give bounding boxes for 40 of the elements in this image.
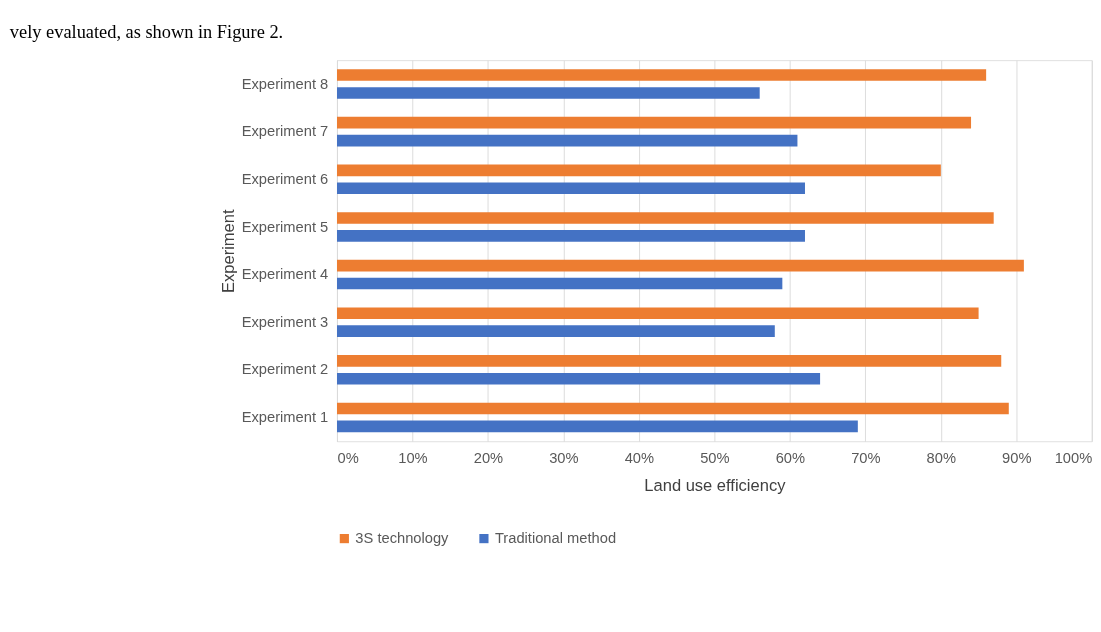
bar <box>337 372 821 385</box>
bar <box>337 164 941 177</box>
x-tick-label: 80% <box>926 449 957 466</box>
text: vely evaluated, as shown in Figure 2. <box>9 22 284 43</box>
y-tick-label: Experiment 7 <box>241 123 329 140</box>
bar <box>337 420 858 433</box>
x-tick-label: 100% <box>1054 449 1093 466</box>
y-tick-label: Experiment 4 <box>241 266 329 283</box>
y-tick-label: Experiment 1 <box>241 409 329 426</box>
x-axis-title: Land use efficiency <box>644 476 787 496</box>
bar <box>337 259 1024 272</box>
bar <box>337 355 1002 367</box>
legend-label: Traditional method <box>494 530 617 547</box>
bar <box>337 212 994 224</box>
bar <box>337 277 783 290</box>
x-tick-label: 90% <box>1002 449 1032 466</box>
y-tick-label: Experiment 3 <box>241 313 329 330</box>
bar <box>337 116 972 129</box>
bar <box>337 325 775 337</box>
x-tick-label: 10% <box>398 449 428 466</box>
x-tick-label: 50% <box>700 449 730 466</box>
bar <box>337 87 760 99</box>
y-tick-label: Experiment 5 <box>241 218 329 235</box>
bar <box>337 182 805 195</box>
x-tick-label: 0% <box>337 449 359 466</box>
legend-label: 3S technology <box>355 530 450 547</box>
y-axis-title: Experiment <box>219 209 239 293</box>
bar <box>337 134 798 147</box>
bar <box>337 230 805 242</box>
x-tick-label: 30% <box>549 449 579 466</box>
x-tick-label: 20% <box>473 449 504 466</box>
y-tick-label: Experiment 6 <box>241 170 329 187</box>
bar <box>337 402 1009 415</box>
x-tick-label: 40% <box>624 449 655 466</box>
bar <box>337 69 987 81</box>
x-tick-label: 60% <box>775 449 806 466</box>
y-tick-label: Experiment 2 <box>241 361 329 378</box>
x-tick-label: 70% <box>851 449 881 466</box>
y-tick-label: Experiment 8 <box>241 75 329 92</box>
bar <box>337 307 979 320</box>
